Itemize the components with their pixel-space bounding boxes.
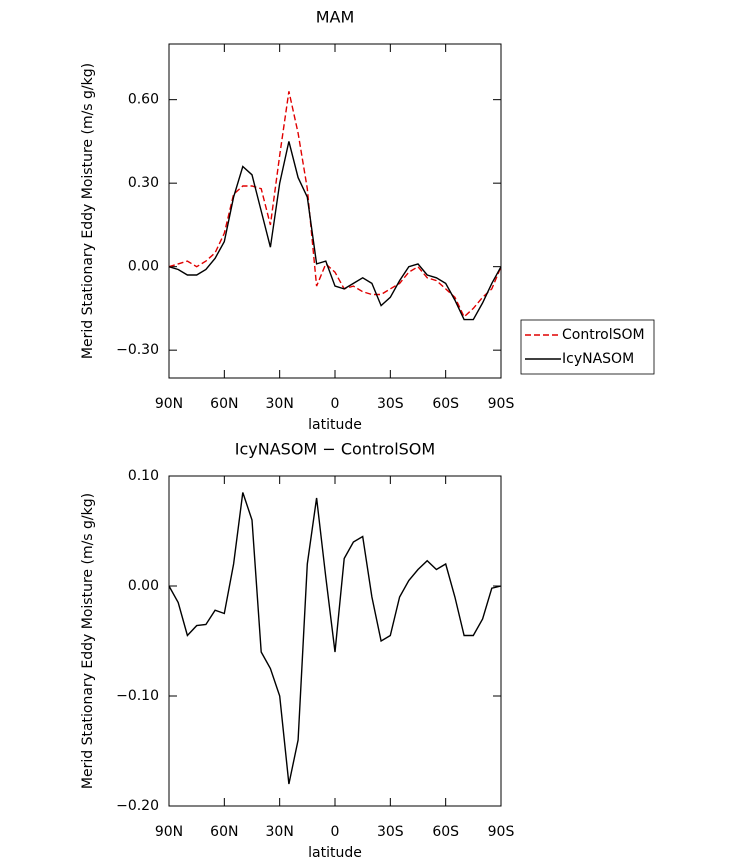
- x-tick-label: 30S: [377, 824, 404, 840]
- x-tick-label: 30N: [266, 396, 294, 412]
- legend-label: ControlSOM: [562, 327, 645, 343]
- chart-title: IcyNASOM − ControlSOM: [235, 440, 435, 459]
- x-tick-label: 60N: [210, 824, 238, 840]
- plot-frame: [168, 475, 502, 807]
- y-tick-label: 0.00: [128, 578, 159, 594]
- legend-label: IcyNASOM: [562, 351, 634, 367]
- y-tick-label: 0.30: [128, 175, 159, 191]
- y-tick-label: −0.30: [116, 342, 159, 358]
- series-line: [168, 91, 502, 318]
- x-tick-label: 30S: [377, 396, 404, 412]
- y-tick-label: −0.20: [116, 798, 159, 814]
- y-tick-label: 0.10: [128, 468, 159, 484]
- y-tick-label: 0.60: [128, 92, 159, 108]
- series-line: [168, 492, 502, 785]
- chart-title: MAM: [316, 8, 355, 27]
- x-tick-label: 30N: [266, 824, 294, 840]
- x-tick-label: 60S: [432, 396, 459, 412]
- plot-frame: [168, 43, 502, 379]
- legend-box: [520, 319, 655, 375]
- y-axis-label: Merid Stationary Eddy Moisture (m/s g/kg…: [80, 493, 96, 789]
- x-tick-label: 60S: [432, 824, 459, 840]
- y-axis-label: Merid Stationary Eddy Moisture (m/s g/kg…: [80, 63, 96, 359]
- series-line: [168, 141, 502, 321]
- x-tick-label: 90S: [488, 396, 515, 412]
- x-tick-label: 0: [331, 396, 340, 412]
- x-tick-label: 0: [331, 824, 340, 840]
- x-tick-label: 90S: [488, 824, 515, 840]
- y-tick-label: −0.10: [116, 688, 159, 704]
- x-tick-label: 90N: [155, 396, 183, 412]
- x-tick-label: 90N: [155, 824, 183, 840]
- x-axis-label: latitude: [308, 845, 362, 861]
- x-axis-label: latitude: [308, 417, 362, 433]
- x-tick-label: 60N: [210, 396, 238, 412]
- y-tick-label: 0.00: [128, 259, 159, 275]
